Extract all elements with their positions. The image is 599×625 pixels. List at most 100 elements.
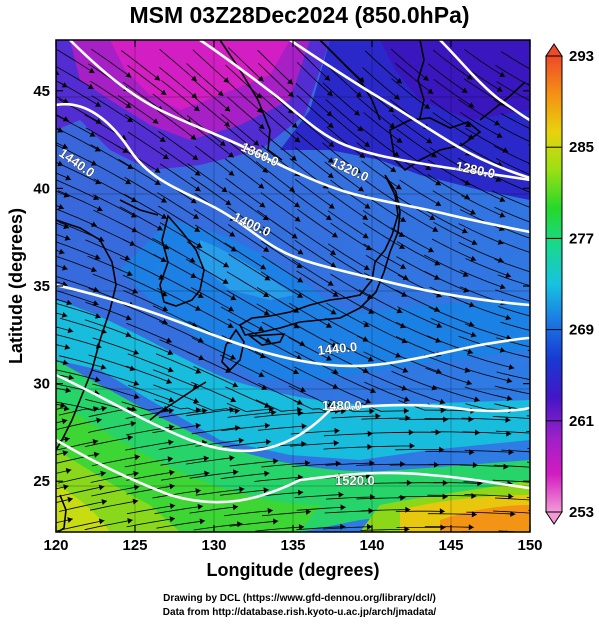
- wind-arrowhead: [539, 379, 545, 385]
- wind-arrowhead: [290, 155, 297, 161]
- streamline: [261, 369, 306, 392]
- streamline: [124, 177, 167, 203]
- streamline: [56, 172, 72, 181]
- streamline: [495, 430, 530, 434]
- wind-arrowhead: [89, 131, 96, 137]
- streamline: [458, 242, 504, 263]
- streamline: [59, 317, 107, 334]
- wind-arrowhead: [92, 439, 99, 445]
- streamline: [327, 191, 369, 221]
- contour-label: 1480.0: [322, 398, 362, 413]
- wind-arrowhead: [67, 327, 74, 334]
- streamline: [464, 449, 514, 453]
- wind-arrowhead: [238, 437, 244, 444]
- colorbar-tick-label: 293: [569, 48, 594, 65]
- wind-arrowhead: [335, 460, 341, 467]
- chart-title: MSM 03Z28Dec2024 (850.0hPa): [129, 2, 470, 28]
- wind-arrowhead: [439, 508, 445, 515]
- streamline: [433, 78, 475, 108]
- streamline: [257, 209, 298, 239]
- wind-arrowhead: [367, 523, 373, 530]
- streamline: [361, 305, 406, 329]
- wind-arrowhead: [435, 180, 441, 186]
- streamline: [56, 281, 68, 286]
- streamline: [331, 115, 370, 148]
- wind-arrowhead: [193, 213, 199, 219]
- streamline: [466, 354, 515, 369]
- wind-arrowhead: [259, 202, 266, 208]
- wind-arrowhead: [298, 489, 304, 496]
- wind-arrowhead: [293, 323, 300, 329]
- wind-arrowhead: [233, 469, 239, 476]
- wind-arrowhead: [338, 491, 344, 498]
- streamline: [195, 488, 245, 496]
- wind-arrowhead: [496, 86, 503, 92]
- wind-arrowhead: [264, 422, 270, 429]
- wind-arrowhead: [573, 250, 579, 256]
- streamline: [88, 354, 136, 371]
- streamline: [501, 226, 530, 239]
- wind-arrowhead: [127, 435, 133, 441]
- streamline: [90, 472, 139, 483]
- wind-arrowhead: [168, 424, 175, 431]
- wind-arrowhead: [440, 524, 446, 531]
- streamline: [424, 418, 474, 420]
- streamline: [85, 239, 131, 261]
- streamline: [152, 237, 196, 263]
- wind-arrowhead: [297, 249, 304, 255]
- streamline: [493, 145, 530, 165]
- streamline: [464, 302, 512, 320]
- streamline: [84, 519, 133, 531]
- wind-arrowhead: [166, 337, 172, 343]
- streamline: [191, 95, 231, 128]
- wind-arrowhead: [63, 405, 70, 412]
- streamline: [194, 126, 235, 158]
- streamline: [227, 47, 264, 82]
- streamline: [85, 301, 132, 320]
- streamline: [330, 179, 371, 209]
- streamline: [227, 224, 270, 253]
- streamline: [427, 63, 468, 94]
- streamline: [427, 174, 471, 200]
- wind-arrowhead: [125, 102, 132, 108]
- streamline: [56, 249, 65, 254]
- streamline: [220, 354, 265, 377]
- wind-arrowhead: [468, 524, 474, 531]
- streamline: [399, 158, 442, 186]
- wind-arrowhead: [262, 167, 268, 173]
- wind-arrowhead: [264, 275, 271, 281]
- streamline: [56, 264, 68, 270]
- streamline: [390, 48, 429, 82]
- wind-arrowhead: [577, 297, 583, 303]
- streamline: [56, 374, 74, 379]
- streamline: [56, 142, 69, 149]
- streamline: [361, 417, 411, 420]
- streamline: [124, 193, 168, 219]
- wind-arrowhead: [67, 517, 73, 523]
- wind-arrowhead: [358, 186, 364, 192]
- wind-arrowhead: [328, 203, 335, 209]
- streamline: [56, 290, 99, 306]
- wind-arrowhead: [228, 170, 235, 176]
- colorbar-tick-label: 285: [569, 139, 594, 156]
- wind-arrowhead: [127, 116, 133, 123]
- wind-arrowhead: [161, 213, 167, 219]
- wind-arrowhead: [229, 354, 236, 360]
- streamline: [297, 410, 347, 415]
- streamline: [56, 162, 102, 185]
- streamline: [84, 436, 133, 447]
- streamline: [226, 402, 274, 413]
- wind-arrowhead: [258, 325, 264, 331]
- wind-arrowhead: [571, 463, 576, 469]
- streamline: [56, 419, 102, 431]
- streamline: [427, 159, 471, 186]
- y-axis-title: Latitude (degrees): [6, 208, 26, 364]
- wind-arrowhead: [570, 81, 576, 86]
- streamline: [356, 497, 406, 500]
- wind-arrowhead: [125, 331, 132, 338]
- streamline: [330, 222, 372, 251]
- wind-arrowhead: [395, 184, 402, 190]
- streamline: [224, 510, 273, 517]
- wind-arrowhead: [194, 226, 200, 232]
- wind-arrowhead: [296, 354, 302, 360]
